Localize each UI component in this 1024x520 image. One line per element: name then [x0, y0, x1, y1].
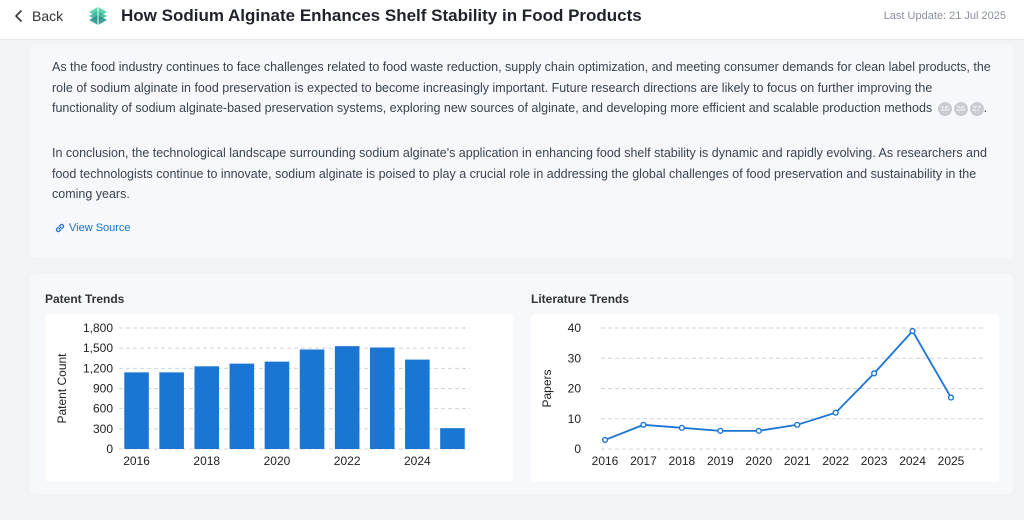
y-axis-label: Patent Count: [55, 353, 69, 424]
literature-trends-chart: 0 10 20 30 40 2016 2017 2018 2019 2020 2021 2022 202…: [531, 314, 999, 482]
data-point: [910, 329, 915, 334]
bar: [335, 346, 360, 449]
link-icon: [54, 222, 66, 234]
data-point: [833, 410, 838, 415]
x-tick-label: 2024: [899, 454, 926, 468]
paragraph-conclusion: In conclusion, the technological landsca…: [52, 143, 997, 205]
x-tick-label: 2018: [193, 454, 220, 468]
data-point: [795, 422, 800, 427]
top-bar: Back How Sodium Alginate Enhances Shelf …: [0, 0, 1024, 40]
x-tick-label: 2022: [334, 454, 361, 468]
y-tick-label: 900: [93, 382, 113, 396]
x-tick-label: 2020: [745, 454, 772, 468]
patent-trends-chart: 0 300 600 900 1,200 1,500 1,800 2016 2018 2020 202…: [45, 314, 513, 482]
x-tick-label: 2022: [822, 454, 849, 468]
y-axis-label: Papers: [540, 369, 554, 407]
bar: [370, 347, 395, 449]
x-tick-label: 2017: [630, 454, 657, 468]
y-tick-label: 1,500: [83, 341, 113, 355]
bar: [440, 428, 465, 449]
stacked-layers-logo: [86, 4, 110, 28]
x-tick-label: 2021: [784, 454, 811, 468]
series-line: [605, 331, 951, 440]
data-point: [718, 428, 723, 433]
last-update: Last Update: 21 Jul 2025: [884, 10, 1006, 22]
bar: [230, 364, 255, 449]
x-tick-label: 2025: [938, 454, 965, 468]
citation-badge[interactable]: 27: [970, 102, 984, 116]
x-tick-label: 2016: [123, 454, 150, 468]
x-tick-label: 2018: [669, 454, 696, 468]
bar: [194, 366, 219, 449]
data-point: [603, 438, 608, 443]
y-tick-label: 600: [93, 402, 113, 416]
view-source-link[interactable]: View Source: [54, 222, 131, 234]
bar: [405, 360, 430, 449]
paragraph-outlook: As the food industry continues to face c…: [52, 57, 997, 119]
y-tick-label: 20: [568, 382, 582, 396]
back-label: Back: [32, 8, 63, 24]
bar: [159, 372, 184, 449]
paragraph-outlook-text: As the food industry continues to face c…: [52, 60, 991, 115]
x-tick-label: 2020: [264, 454, 291, 468]
y-tick-label: 1,200: [83, 361, 113, 375]
chevron-left-icon: [12, 9, 26, 23]
patent-trends-svg: 0 300 600 900 1,200 1,500 1,800 2016 2018 2020 202…: [45, 314, 513, 482]
view-source-label: View Source: [69, 222, 131, 234]
bar: [265, 362, 290, 449]
x-tick-label: 2019: [707, 454, 734, 468]
bar: [124, 372, 149, 449]
x-tick-label: 2016: [592, 454, 619, 468]
x-tick-label: 2024: [404, 454, 431, 468]
y-tick-label: 1,800: [83, 321, 113, 335]
summary-card: As the food industry continues to face c…: [30, 44, 1014, 258]
data-point: [679, 425, 684, 430]
citation-badge[interactable]: 16: [938, 102, 952, 116]
y-tick-label: 40: [568, 321, 582, 335]
y-tick-label: 30: [568, 351, 582, 365]
trends-card: Patent Trends Literature Trends 03006009…: [30, 274, 1014, 494]
patent-trends-title: Patent Trends: [45, 292, 124, 306]
x-tick-label: 2023: [861, 454, 888, 468]
data-point: [872, 371, 877, 376]
page-title: How Sodium Alginate Enhances Shelf Stabi…: [121, 6, 642, 26]
literature-trends-svg: 0 10 20 30 40 2016 2017 2018 2019 2020 2021 2022 202…: [531, 314, 999, 482]
citation-badge[interactable]: 26: [954, 102, 968, 116]
data-point: [949, 395, 954, 400]
y-tick-label: 10: [568, 412, 582, 426]
back-button[interactable]: Back: [12, 8, 63, 24]
y-tick-label: 0: [106, 442, 113, 456]
paragraph-outlook-end: .: [984, 101, 987, 115]
y-tick-label: 0: [574, 442, 581, 456]
data-point: [641, 422, 646, 427]
literature-trends-title: Literature Trends: [531, 292, 629, 306]
bar: [300, 350, 325, 449]
data-point: [756, 428, 761, 433]
y-tick-label: 300: [93, 422, 113, 436]
